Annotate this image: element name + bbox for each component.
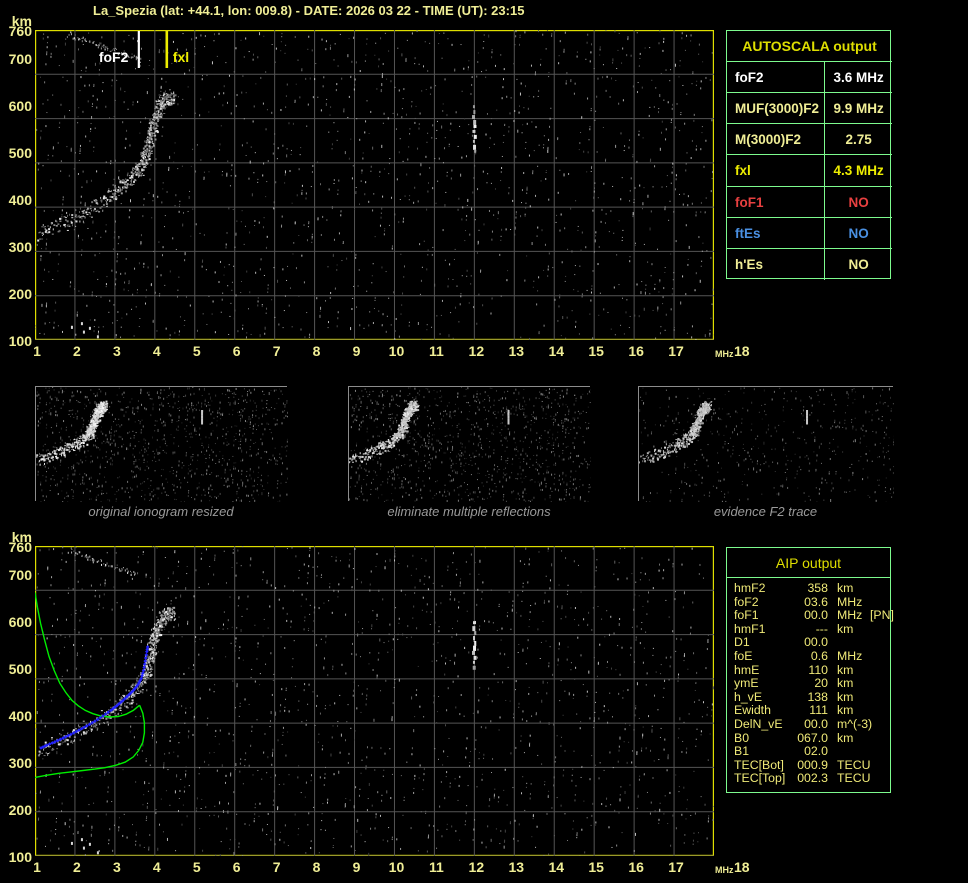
- svg-text:foF2: foF2: [99, 49, 129, 65]
- svg-text:fxl: fxl: [173, 49, 189, 65]
